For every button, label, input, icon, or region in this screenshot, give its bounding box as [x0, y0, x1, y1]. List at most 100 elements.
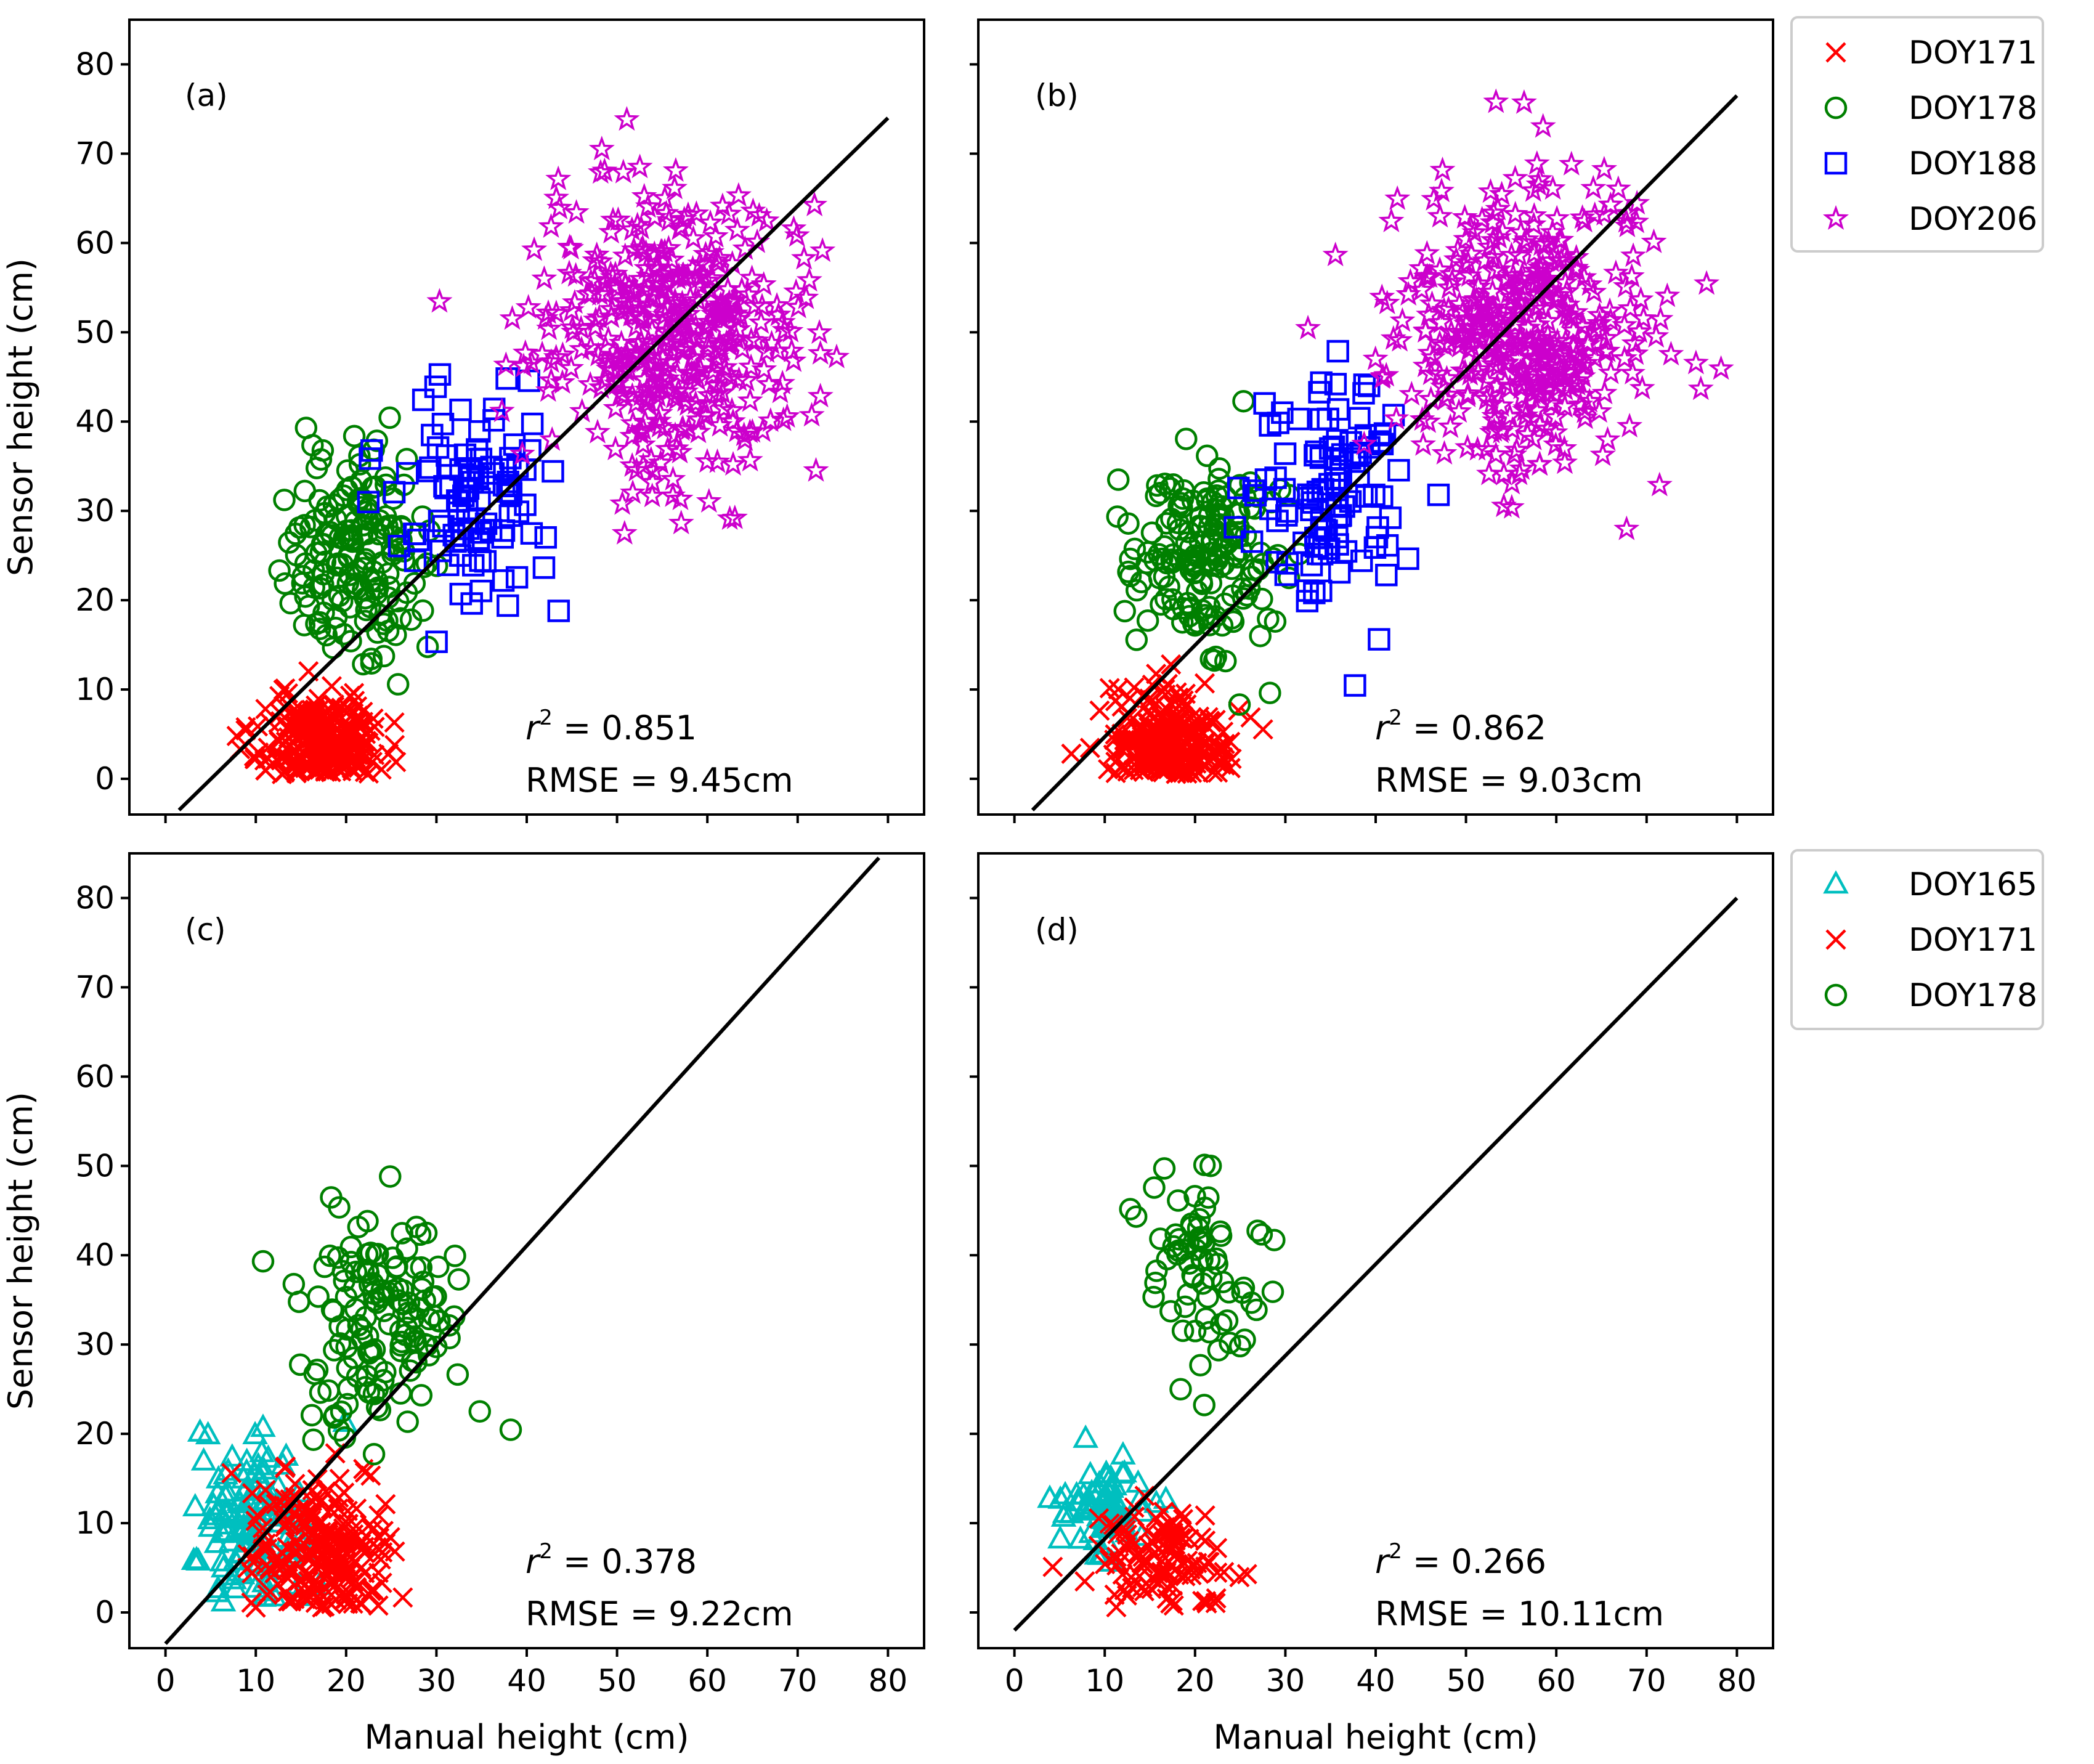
point-doy206	[724, 216, 750, 242]
point-doy206	[1438, 319, 1464, 344]
point-doy206	[545, 165, 572, 190]
point-doy165	[206, 1497, 232, 1521]
point-doy206	[1581, 278, 1607, 304]
point-doy206	[737, 387, 763, 412]
point-doy171	[252, 1518, 273, 1538]
point-doy178	[352, 652, 375, 676]
point-doy206	[716, 331, 742, 357]
point-doy165	[185, 1547, 211, 1571]
x-tick-label: 70	[1627, 1663, 1666, 1699]
point-doy178	[1135, 551, 1158, 575]
point-doy206	[1586, 398, 1613, 423]
point-doy171	[257, 1538, 278, 1559]
point-doy206	[647, 449, 674, 474]
point-doy188	[1368, 628, 1390, 651]
point-doy206	[700, 357, 726, 383]
point-doy165	[1071, 1481, 1097, 1505]
point-doy178	[1239, 471, 1262, 494]
point-doy206	[1520, 425, 1547, 450]
point-doy171	[281, 1559, 302, 1580]
scatter-points-d	[1037, 1153, 1286, 1618]
point-doy178	[391, 1222, 413, 1245]
x-tick-label: 80	[1718, 1663, 1757, 1699]
point-doy206	[1614, 200, 1641, 225]
y-tick-label: 30	[75, 493, 115, 529]
point-doy206	[1512, 395, 1539, 420]
legend-label-doy178: DOY178	[1909, 977, 2037, 1014]
point-doy206	[635, 193, 661, 218]
point-doy188	[1273, 442, 1297, 465]
y-tick-label: 40	[75, 404, 115, 439]
point-doy206	[706, 245, 732, 270]
point-doy206	[1489, 325, 1516, 351]
point-doy178	[1219, 1331, 1241, 1354]
point-doy206	[550, 341, 576, 367]
point-doy206	[630, 431, 656, 456]
point-doy171	[1042, 1556, 1063, 1577]
point-doy178	[273, 489, 296, 511]
point-doy206	[619, 216, 645, 241]
point-doy206	[662, 290, 689, 315]
legend-marker-doy171	[1825, 929, 1846, 950]
point-doy206	[1511, 89, 1537, 114]
point-doy178	[335, 505, 359, 528]
point-doy171	[311, 1511, 332, 1533]
point-doy178	[354, 1306, 378, 1329]
y-tick-label: 50	[75, 314, 115, 350]
point-doy188	[1242, 479, 1265, 502]
point-doy206	[1505, 344, 1532, 370]
point-doy178	[397, 1291, 421, 1314]
point-doy206	[1605, 175, 1631, 200]
point-doy206	[1509, 455, 1535, 481]
y-tick-label: 60	[75, 225, 115, 261]
point-doy206	[749, 417, 776, 442]
point-doy178	[372, 644, 396, 668]
x-tick-label: 30	[1266, 1663, 1305, 1699]
point-doy171	[1159, 1522, 1180, 1543]
point-doy206	[1428, 177, 1455, 203]
point-doy188	[1273, 478, 1296, 501]
point-doy188	[1326, 398, 1350, 421]
point-doy206	[1483, 88, 1509, 113]
point-doy188	[1339, 431, 1362, 454]
point-doy188	[458, 459, 481, 482]
x-tick-label: 70	[778, 1663, 818, 1699]
point-doy188	[497, 480, 519, 503]
point-doy188	[532, 556, 556, 579]
point-doy206	[536, 315, 562, 341]
point-doy171	[351, 1593, 373, 1614]
point-doy206	[744, 327, 770, 352]
point-doy178	[365, 1396, 389, 1419]
point-doy178	[378, 406, 401, 429]
point-doy171	[368, 1563, 389, 1583]
legend-top: DOY171 DOY178 DOY188 DOY206	[1790, 16, 2044, 253]
point-doy178	[1169, 1378, 1192, 1400]
point-doy178	[1257, 608, 1280, 630]
point-doy206	[1504, 298, 1530, 323]
point-doy171	[1199, 710, 1220, 731]
point-doy206	[1591, 380, 1618, 405]
point-doy171	[384, 712, 405, 733]
point-doy206	[680, 225, 707, 250]
x-tick-label: 0	[156, 1663, 176, 1699]
point-doy206	[582, 313, 609, 338]
point-doy206	[1414, 240, 1440, 265]
point-doy206	[632, 408, 659, 433]
point-doy206	[1577, 271, 1603, 296]
point-doy206	[649, 372, 675, 396]
point-doy188	[1326, 429, 1349, 452]
point-doy206	[648, 364, 675, 389]
point-doy206	[1571, 208, 1597, 233]
point-doy171	[226, 725, 247, 747]
point-doy206	[640, 296, 667, 322]
point-doy171	[368, 1595, 389, 1616]
point-doy178	[1175, 428, 1198, 450]
point-doy188	[1310, 371, 1333, 394]
point-doy188	[428, 510, 451, 532]
point-doy188	[503, 433, 526, 456]
point-doy171	[1252, 719, 1273, 740]
point-doy171	[1167, 1543, 1188, 1564]
y-ticks-c: 0 10 20 30 40 50 60 70 80	[75, 880, 129, 1630]
point-doy178	[323, 1339, 346, 1362]
point-doy171	[257, 1584, 278, 1605]
